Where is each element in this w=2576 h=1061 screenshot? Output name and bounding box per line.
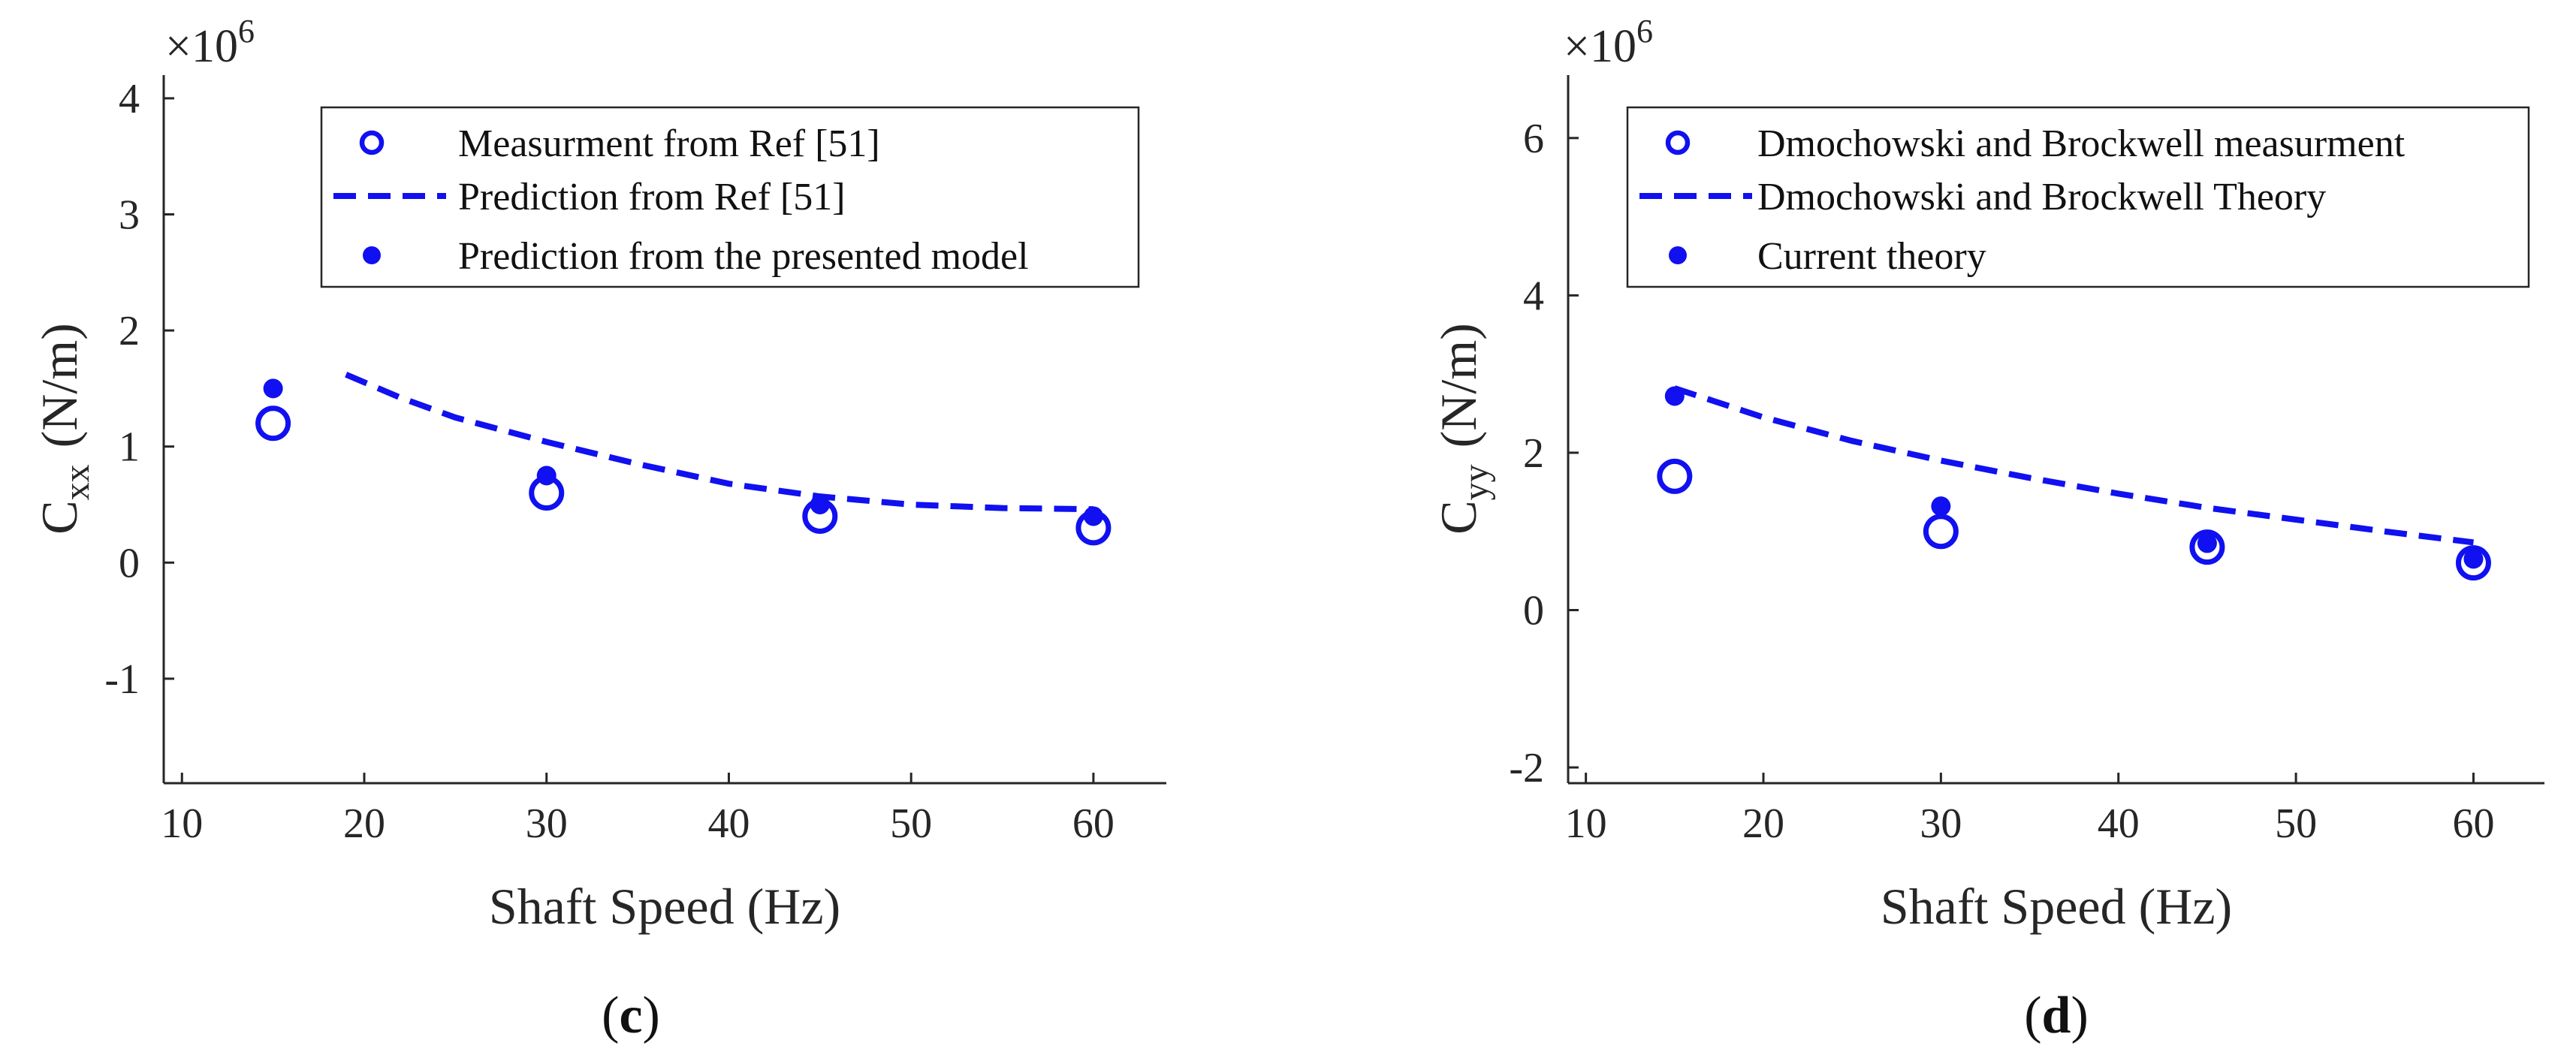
x-tick-label: 40 — [707, 800, 750, 847]
panel-caption: (d) — [2024, 987, 2089, 1044]
y-tick-label: 1 — [119, 424, 140, 471]
y-tick-label: 6 — [1523, 116, 1544, 162]
legend-filled-dot-marker — [363, 246, 381, 264]
data-point-open-circle — [1657, 458, 1693, 494]
y-tick-label: 4 — [1523, 273, 1544, 319]
y-axis-label: Cxx(N/m) — [31, 323, 97, 535]
plot-content — [1657, 385, 2491, 581]
y-tick-label: -2 — [1509, 745, 1544, 791]
series-dashed-line — [345, 372, 1093, 513]
plot-content — [255, 372, 1112, 546]
y-tick-label: 3 — [119, 192, 140, 239]
exponent-label: ×106 — [1564, 13, 1653, 72]
legend-label: Prediction from the presented model — [458, 235, 1029, 278]
data-point-open-circle — [255, 405, 291, 442]
x-tick-label: 30 — [1920, 800, 1962, 847]
chart-panel-d: -2 0 2 4 6 10 20 30 40 50 60 ×106 Shaft Speed (Hz… — [1430, 13, 2544, 1044]
legend-open-circle-marker — [359, 130, 385, 155]
x-tick-label: 10 — [1565, 800, 1607, 847]
axis-ticks — [164, 97, 1095, 783]
data-point-filled-dot — [536, 466, 557, 486]
y-tick-label: 2 — [1523, 430, 1544, 477]
data-point-filled-dot — [2463, 549, 2484, 569]
axis-ticks — [1568, 137, 2475, 783]
x-axis-label: Shaft Speed (Hz) — [489, 878, 840, 935]
data-point-filled-dot — [1664, 386, 1685, 406]
legend-label: Dmochowski and Brockwell measurment — [1757, 122, 2406, 165]
data-point-filled-dot — [1931, 496, 1951, 517]
data-point-filled-dot — [2197, 533, 2217, 553]
data-point-open-circle — [1923, 514, 1959, 550]
data-point-open-circle — [2189, 529, 2225, 565]
y-tick-label: -1 — [104, 656, 140, 703]
legend-box — [1626, 106, 2530, 288]
x-tick-label: 40 — [2098, 800, 2140, 847]
y-tick-label: 4 — [119, 76, 140, 122]
legend-label: Current theory — [1757, 235, 1986, 278]
legend-open-circle-marker — [1665, 130, 1691, 155]
x-axis-label: Shaft Speed (Hz) — [1881, 878, 2232, 935]
series-dashed-line — [1673, 385, 2474, 546]
exponent-label: ×106 — [165, 13, 255, 72]
legend-label: Measurment from Ref [51] — [458, 122, 880, 165]
legend: Dmochowski and Brockwell measurment Dmoc… — [1626, 106, 2530, 288]
x-tick-label: 50 — [890, 800, 932, 847]
x-tick-label: 60 — [1072, 800, 1115, 847]
legend-filled-dot-marker — [1669, 246, 1687, 264]
data-point-filled-dot — [810, 494, 830, 514]
y-tick-labels: -2 0 2 4 6 — [1509, 116, 1544, 791]
x-tick-label: 50 — [2275, 800, 2317, 847]
data-point-filled-dot — [1083, 506, 1103, 526]
x-tick-label: 20 — [343, 800, 385, 847]
y-tick-label: 2 — [119, 308, 140, 354]
x-tick-labels: 10 20 30 40 50 60 — [161, 800, 1115, 847]
legend: Measurment from Ref [51] Prediction from… — [320, 106, 1140, 288]
panel-caption: (c) — [602, 987, 660, 1044]
chart-panel-c: -1 0 1 2 3 4 10 20 30 40 50 60 ×106 Shaft Speed (H… — [31, 13, 1166, 1044]
x-tick-label: 60 — [2452, 800, 2494, 847]
y-axis-label: Cyy(N/m) — [1430, 323, 1496, 535]
x-tick-label: 30 — [526, 800, 568, 847]
data-point-filled-dot — [263, 378, 283, 399]
legend-label: Dmochowski and Brockwell Theory — [1757, 176, 2326, 219]
x-tick-label: 20 — [1742, 800, 1784, 847]
data-point-open-circle — [2455, 545, 2491, 581]
legend-box — [320, 106, 1140, 288]
legend-label: Prediction from Ref [51] — [458, 176, 846, 219]
y-tick-label: 0 — [119, 540, 140, 586]
y-tick-label: 0 — [1523, 587, 1544, 634]
x-tick-label: 10 — [161, 800, 203, 847]
x-tick-labels: 10 20 30 40 50 60 — [1565, 800, 2495, 847]
y-tick-labels: -1 0 1 2 3 4 — [104, 76, 140, 703]
